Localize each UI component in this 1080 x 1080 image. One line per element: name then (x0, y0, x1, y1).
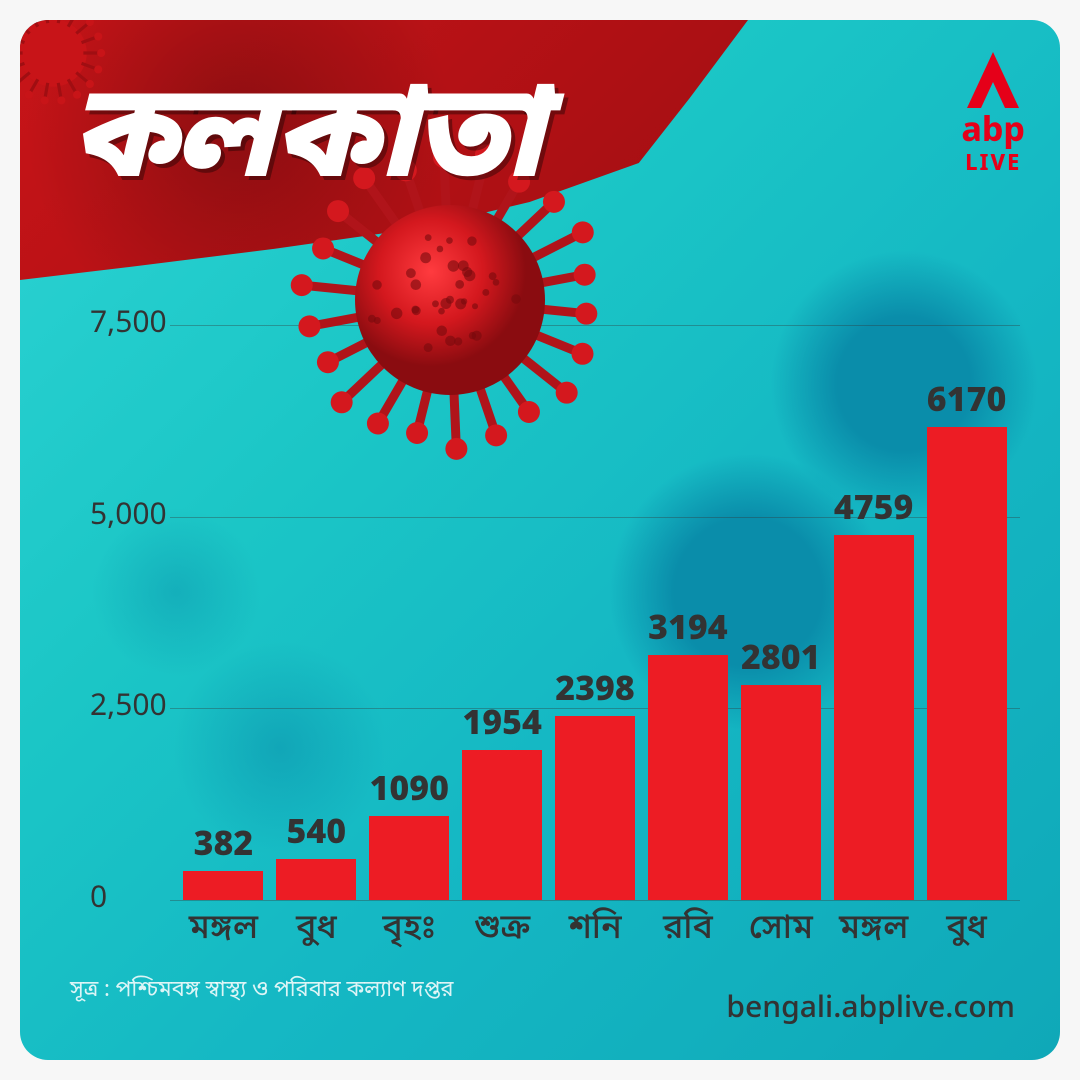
bar-value-label: 1954 (462, 703, 542, 748)
frame: কলকাতা abp LIVE (0, 0, 1080, 1080)
site-url: bengali.abplive.com (726, 990, 1015, 1030)
x-tick-label: বৃহঃ (366, 907, 453, 952)
x-tick-label: বুধ (273, 907, 360, 952)
bar-rect (462, 750, 542, 900)
bar: 382 (180, 325, 267, 900)
bar-value-label: 382 (194, 824, 254, 869)
brand-logo: abp LIVE (961, 50, 1025, 179)
x-tick-label: শুক্র (459, 907, 546, 952)
bar-rect (741, 685, 821, 900)
bar-value-label: 1090 (369, 769, 449, 814)
logo-text-live: LIVE (961, 150, 1025, 179)
y-tick-label: 7,500 (90, 305, 165, 345)
x-tick-label: মঙ্গল (830, 907, 917, 952)
x-tick-label: বুধ (923, 907, 1010, 952)
source-text: সূত্র : পশ্চিমবঙ্গ স্বাস্থ্য ও পরিবার কল… (70, 976, 454, 1005)
y-tick-label: 2,500 (90, 688, 165, 728)
bar: 3194 (644, 325, 731, 900)
bar-rect (555, 716, 635, 900)
x-tick-label: রবি (644, 907, 731, 952)
bar-value-label: 6170 (927, 380, 1007, 425)
card: কলকাতা abp LIVE (20, 20, 1060, 1060)
bar-value-label: 4759 (834, 488, 914, 533)
y-tick-label: 5,000 (90, 497, 165, 537)
bar-rect (183, 871, 263, 900)
x-tick-label: শনি (552, 907, 639, 952)
x-tick-label: সোম (737, 907, 824, 952)
bar-value-label: 3194 (648, 608, 728, 653)
bar-value-label: 540 (287, 812, 347, 857)
abp-logo-mark (963, 50, 1023, 112)
bar: 6170 (923, 325, 1010, 900)
bar-rect (369, 816, 449, 900)
x-axis-labels: মঙ্গলবুধবৃহঃশুক্রশনিরবিসোমমঙ্গলবুধ (180, 907, 1010, 952)
bar: 2801 (737, 325, 824, 900)
y-tick-label: 0 (90, 880, 165, 920)
logo-text-abp: abp (961, 116, 1025, 150)
bar-rect (834, 535, 914, 900)
bar-value-label: 2801 (741, 638, 821, 683)
page-title: কলকাতা (70, 58, 541, 230)
x-tick-label: মঙ্গল (180, 907, 267, 952)
bar-value-label: 2398 (555, 669, 635, 714)
bar-rect (648, 655, 728, 900)
bar-rect (276, 859, 356, 900)
bar-rect (927, 427, 1007, 900)
grid-line (170, 900, 1020, 901)
bar: 4759 (830, 325, 917, 900)
